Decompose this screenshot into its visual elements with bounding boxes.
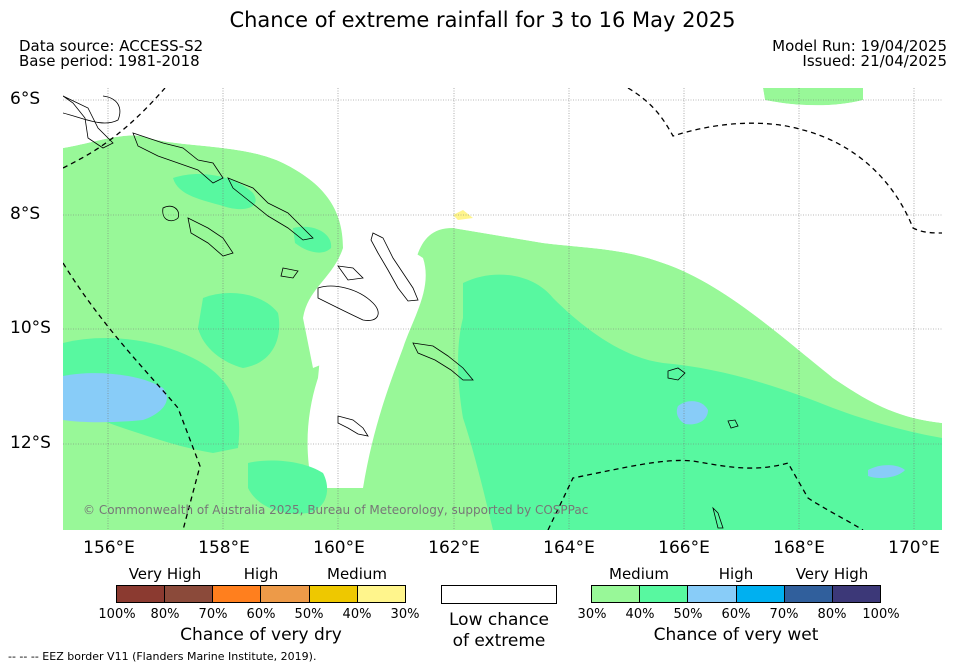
dry-tick: 80% — [150, 607, 180, 622]
wet-swatch-60-70 — [736, 585, 785, 603]
wet-tick: 60% — [721, 607, 751, 622]
lon-label-170e: 170°E — [888, 538, 940, 558]
dry-tick: 70% — [198, 607, 228, 622]
wet-tick: 30% — [577, 607, 607, 622]
lon-label-160e: 160°E — [313, 538, 365, 558]
low-chance-north — [63, 88, 942, 423]
dry-tick: 30% — [390, 607, 420, 622]
dry-tick: 100% — [98, 607, 136, 622]
coast-vanikoro — [727, 419, 739, 429]
eez-png-north — [63, 88, 166, 169]
dry-cat-medium: Medium — [327, 565, 387, 583]
wet-cat-very-high: Very High — [795, 565, 869, 583]
lat-label-12s: 12°S — [10, 433, 51, 453]
coast-guadalcanal — [317, 285, 379, 321]
lat-label-10s: 10°S — [10, 318, 51, 338]
eez-borders — [63, 88, 942, 530]
wet-high-east — [458, 274, 942, 530]
wet-very-high-west — [63, 373, 167, 423]
dry-tick: 40% — [342, 607, 372, 622]
wet-medium-north — [763, 88, 863, 106]
wet-tick: 50% — [673, 607, 703, 622]
map-title: Chance of extreme rainfall for 3 to 16 M… — [229, 8, 736, 32]
lon-label-168e: 168°E — [773, 538, 825, 558]
wet-swatch-30-40 — [591, 585, 640, 603]
lon-label-164e: 164°E — [543, 538, 595, 558]
coast-santa-isabel — [227, 177, 314, 241]
wet-tick: 80% — [817, 607, 847, 622]
eez-png-west — [63, 262, 201, 530]
map-canvas — [63, 88, 942, 530]
wet-high-south — [248, 460, 328, 514]
wet-medium-west — [63, 248, 94, 290]
base-period-text: Base period: 1981-2018 — [19, 52, 200, 70]
lat-label-8s: 8°S — [10, 204, 41, 224]
lon-label-156e: 156°E — [83, 538, 135, 558]
coast-malaita — [370, 232, 419, 302]
wet-high-small — [293, 226, 332, 253]
dry-swatch-40-30 — [357, 585, 406, 603]
wet-very-high-east — [868, 465, 905, 478]
coast-rennell — [337, 415, 369, 437]
coast-choiseul — [132, 132, 224, 184]
coast-nendo — [667, 367, 686, 381]
coast-bougainville-west — [63, 95, 114, 149]
wet-swatch-70-80 — [784, 585, 833, 603]
dry-tick: 50% — [294, 607, 324, 622]
wet-swatch-80-100 — [832, 585, 881, 603]
issued-text: Issued: 21/04/2025 — [802, 52, 947, 70]
coast-new-georgia-1 — [162, 205, 180, 222]
dry-cat-high: High — [243, 565, 279, 583]
dry-swatch-60-50 — [260, 585, 310, 603]
low-chance-label: Low chance of extreme — [449, 610, 549, 652]
wet-legend-title: Chance of very wet — [653, 625, 819, 645]
wet-swatch-40-50 — [639, 585, 688, 603]
lat-label-6s: 6°S — [10, 89, 41, 109]
wet-tick: 40% — [625, 607, 655, 622]
copyright-text: © Commonwealth of Australia 2025, Bureau… — [83, 503, 589, 517]
coast-bougainville-outline — [63, 95, 121, 124]
dry-swatch-70-60 — [212, 585, 261, 603]
wet-high-center — [198, 293, 280, 368]
low-chance-area — [63, 88, 942, 488]
lon-label-162e: 162°E — [428, 538, 480, 558]
coast-torres — [712, 506, 724, 529]
wet-high-north — [173, 173, 256, 210]
wet-very-high-area — [63, 373, 905, 478]
wet-tick: 70% — [769, 607, 799, 622]
dry-tick: 60% — [246, 607, 276, 622]
wet-cat-medium: Medium — [609, 565, 669, 583]
wet-tick: 100% — [862, 607, 900, 622]
model-run-text: Model Run: 19/04/2025 — [772, 37, 947, 55]
low-chance-line2: of extreme — [452, 631, 546, 651]
rainfall-map — [63, 88, 942, 530]
coastlines — [63, 95, 739, 529]
dry-cat-very-high: Very High — [128, 565, 202, 583]
coast-florida — [337, 265, 364, 281]
low-chance-line1: Low chance — [449, 610, 549, 630]
coast-new-georgia-2 — [187, 217, 234, 257]
wet-swatch-50-60 — [687, 585, 737, 603]
coast-russell — [280, 267, 299, 279]
graticule — [63, 88, 942, 530]
low-chance-swatch — [441, 585, 557, 604]
coast-makira — [412, 342, 474, 381]
dry-swatch-100-80 — [116, 585, 165, 603]
data-source-text: Data source: ACCESS-S2 — [19, 37, 204, 55]
eez-footnote: -- -- -- EEZ border V11 (Flanders Marine… — [8, 650, 317, 663]
lon-label-158e: 158°E — [198, 538, 250, 558]
wet-very-high-center — [676, 401, 708, 425]
dry-swatch-50-40 — [309, 585, 358, 603]
lon-label-166e: 166°E — [658, 538, 710, 558]
eez-solomon-vanuatu-south — [547, 459, 864, 530]
wet-cat-high: High — [718, 565, 754, 583]
eez-solomon-vanuatu-north — [627, 88, 942, 234]
dry-legend-title: Chance of very dry — [180, 625, 342, 645]
low-chance-central — [307, 244, 426, 488]
dry-swatch-80-70 — [164, 585, 213, 603]
